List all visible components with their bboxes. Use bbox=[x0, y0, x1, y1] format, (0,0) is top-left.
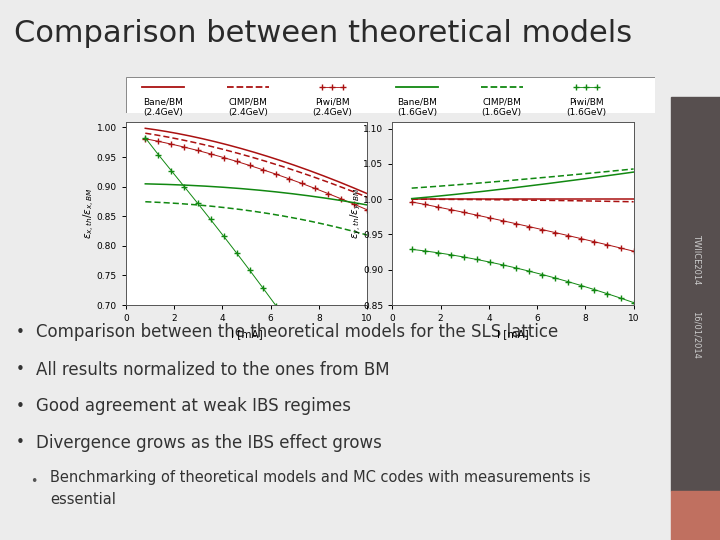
Text: essential: essential bbox=[50, 492, 116, 507]
Text: Bane/BM: Bane/BM bbox=[397, 97, 437, 106]
Text: •: • bbox=[30, 475, 37, 488]
Text: CIMP/BM: CIMP/BM bbox=[228, 97, 267, 106]
Text: TWIICE2014: TWIICE2014 bbox=[692, 234, 701, 285]
Text: Benchmarking of theoretical models and MC codes with measurements is: Benchmarking of theoretical models and M… bbox=[50, 470, 591, 485]
Text: Piwi/BM: Piwi/BM bbox=[569, 97, 603, 106]
Text: (1.6GeV): (1.6GeV) bbox=[567, 108, 606, 117]
Text: •: • bbox=[16, 435, 24, 450]
Y-axis label: $\varepsilon_{y,th}/\varepsilon_{y,BM}$: $\varepsilon_{y,th}/\varepsilon_{y,BM}$ bbox=[349, 187, 364, 239]
Text: Divergence grows as the IBS effect grows: Divergence grows as the IBS effect grows bbox=[36, 434, 382, 452]
Text: CIMP/BM: CIMP/BM bbox=[482, 97, 521, 106]
Text: •: • bbox=[16, 325, 24, 340]
Text: 16/01/2014: 16/01/2014 bbox=[692, 311, 701, 359]
Text: •: • bbox=[16, 399, 24, 414]
Text: (2.4GeV): (2.4GeV) bbox=[228, 108, 268, 117]
Bar bbox=[671, 491, 720, 540]
Y-axis label: $\varepsilon_{x,th}/\varepsilon_{x,BM}$: $\varepsilon_{x,th}/\varepsilon_{x,BM}$ bbox=[82, 187, 97, 239]
Text: (2.4GeV): (2.4GeV) bbox=[312, 108, 352, 117]
Text: Bane/BM: Bane/BM bbox=[143, 97, 183, 106]
Text: Piwi/BM: Piwi/BM bbox=[315, 97, 350, 106]
X-axis label: I [mA]: I [mA] bbox=[497, 329, 529, 339]
X-axis label: I [mA]: I [mA] bbox=[230, 329, 263, 339]
Text: Comparison between theoretical models: Comparison between theoretical models bbox=[14, 19, 633, 48]
Text: Comparison between the theoretical models for the SLS lattice: Comparison between the theoretical model… bbox=[36, 323, 558, 341]
Bar bbox=[671, 97, 720, 491]
Text: (2.4GeV): (2.4GeV) bbox=[143, 108, 183, 117]
Text: •: • bbox=[16, 362, 24, 377]
Text: All results normalized to the ones from BM: All results normalized to the ones from … bbox=[36, 361, 390, 379]
Text: Good agreement at weak IBS regimes: Good agreement at weak IBS regimes bbox=[36, 397, 351, 415]
Text: (1.6GeV): (1.6GeV) bbox=[482, 108, 522, 117]
Text: (1.6GeV): (1.6GeV) bbox=[397, 108, 437, 117]
